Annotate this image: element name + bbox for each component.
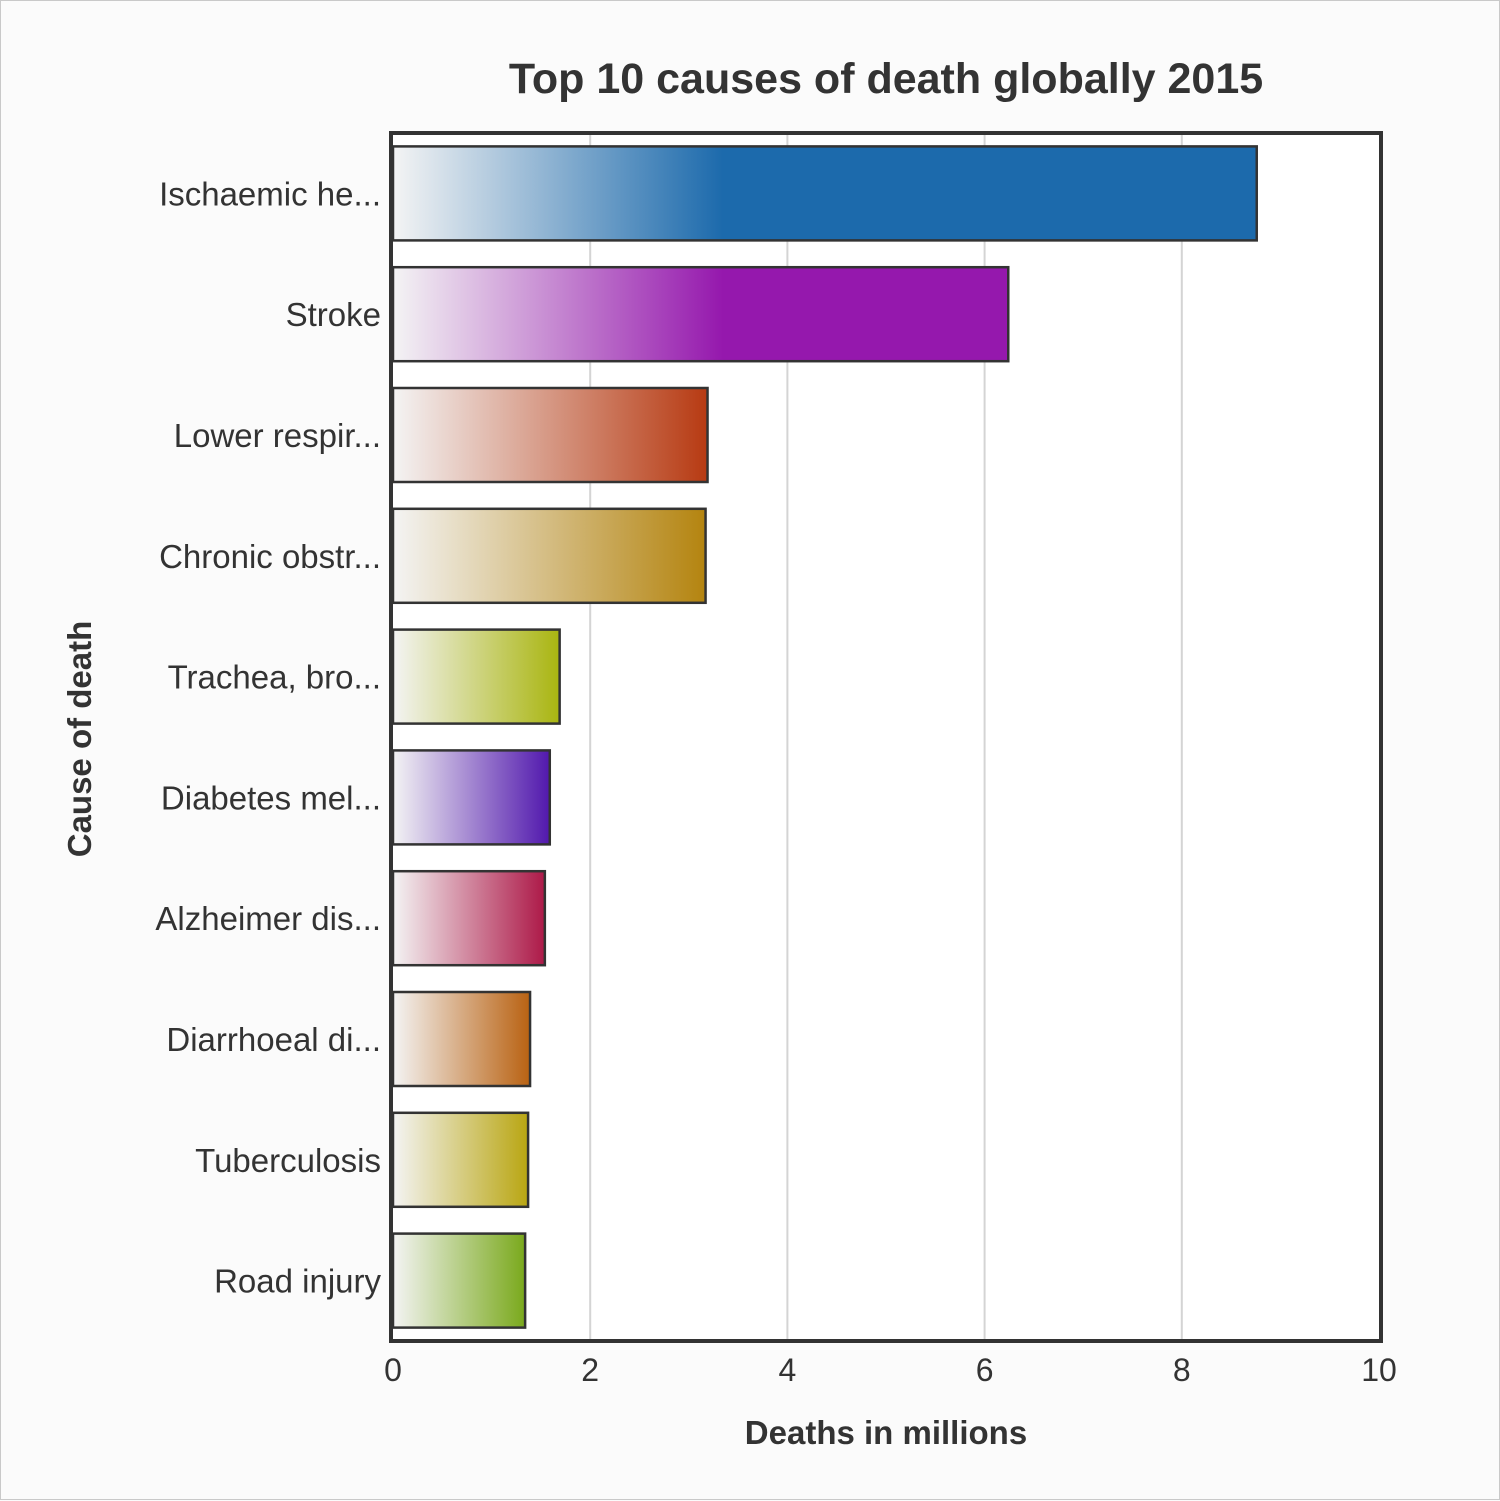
x-tick-labels: 0 2 4 6 8 10 [384,1352,1397,1388]
bar [391,1232,527,1329]
category-labels: Ischaemic he... Stroke Lower respir... Chro… [155,175,381,1299]
plot-border [389,131,1383,1343]
category-label: Diarrhoeal di... [166,1021,381,1058]
category-label: Road injury [214,1263,381,1300]
x-tick-label: 6 [976,1352,994,1388]
category-label: Ischaemic he... [159,175,381,212]
category-label: Diabetes mel... [161,779,381,816]
bar [391,1111,530,1209]
category-label: Alzheimer dis... [155,900,381,937]
bar [391,628,561,725]
x-tick-label: 10 [1361,1352,1397,1388]
category-label: Chronic obstr... [159,538,381,575]
category-label: Tuberculosis [195,1142,381,1179]
bar [391,749,552,846]
chart-title: Top 10 causes of death globally 2015 [509,55,1263,103]
bar [391,386,709,484]
x-axis-title: Deaths in millions [745,1414,1027,1451]
bar [391,265,1010,363]
bar [391,145,1258,242]
y-axis-title: Cause of death [61,621,98,858]
category-label: Lower respir... [174,417,381,454]
bars [391,145,1258,1329]
bar [391,507,707,605]
x-tick-label: 0 [384,1352,402,1388]
bar [391,990,532,1088]
category-label: Trachea, bro... [168,659,381,696]
category-label: Stroke [286,296,381,333]
bar [391,869,547,967]
x-tick-label: 4 [779,1352,797,1388]
x-tick-label: 8 [1173,1352,1191,1388]
x-tick-label: 2 [581,1352,599,1388]
